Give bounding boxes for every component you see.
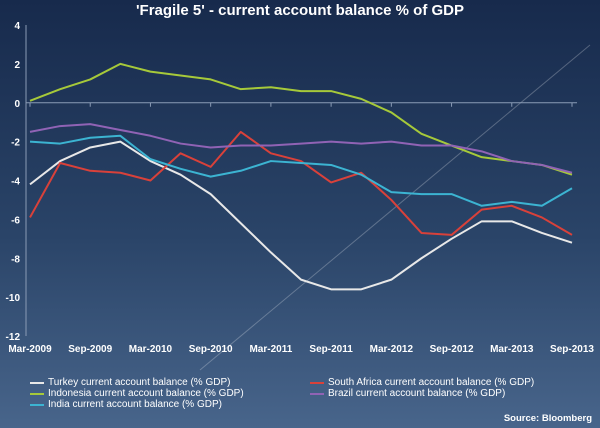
legend-item: India current account balance (% GDP) (30, 399, 222, 410)
x-tick-label: Sep-2010 (189, 344, 233, 355)
x-tick-label: Mar-2010 (129, 344, 173, 355)
x-tick-label: Mar-2013 (490, 344, 534, 355)
source-note: Source: Bloomberg (503, 413, 592, 424)
watermark-line (199, 44, 591, 371)
series-line-2 (29, 62, 573, 176)
legend-swatch (310, 381, 324, 384)
y-tick-label: -8 (11, 254, 20, 265)
legend-label: Indonesia current account balance (% GDP… (48, 388, 244, 399)
x-tick-label: Sep-2013 (550, 344, 594, 355)
legend-item: Turkey current account balance (% GDP) (30, 377, 230, 388)
y-tick-label: 0 (14, 99, 20, 110)
legend-label: South Africa current account balance (% … (328, 377, 535, 388)
x-tick-label: Sep-2012 (430, 344, 474, 355)
y-tick-label: -12 (6, 332, 21, 343)
y-tick-label: -2 (11, 138, 20, 149)
y-tick-label: -4 (11, 177, 20, 188)
legend-swatch (310, 392, 324, 395)
y-tick-label: 4 (14, 21, 20, 32)
legend-label: Turkey current account balance (% GDP) (48, 377, 231, 388)
series-line-4 (29, 134, 573, 207)
x-tick-label: Sep-2011 (309, 344, 353, 355)
y-tick-label: 2 (14, 60, 20, 71)
x-tick-label: Mar-2009 (8, 344, 52, 355)
legend-swatch (30, 403, 44, 406)
x-tick-label: Mar-2011 (249, 344, 292, 355)
y-tick-label: -6 (11, 215, 20, 226)
legend-item: Indonesia current account balance (% GDP… (30, 388, 244, 399)
legend-label: India current account balance (% GDP) (48, 399, 222, 410)
legend-swatch (30, 381, 44, 384)
chart-title: 'Fragile 5' - current account balance % … (135, 2, 465, 19)
series-line-3 (29, 123, 573, 174)
x-tick-label: Mar-2012 (370, 344, 414, 355)
legend-label: Brazil current account balance (% GDP) (328, 388, 506, 399)
legend-item: South Africa current account balance (% … (310, 377, 534, 388)
series-line-0 (29, 140, 573, 291)
series-line-1 (29, 130, 573, 236)
legend-swatch (30, 392, 44, 395)
x-tick-label: Sep-2009 (68, 344, 112, 355)
legend-item: Brazil current account balance (% GDP) (310, 388, 505, 399)
y-tick-label: -10 (6, 293, 21, 304)
